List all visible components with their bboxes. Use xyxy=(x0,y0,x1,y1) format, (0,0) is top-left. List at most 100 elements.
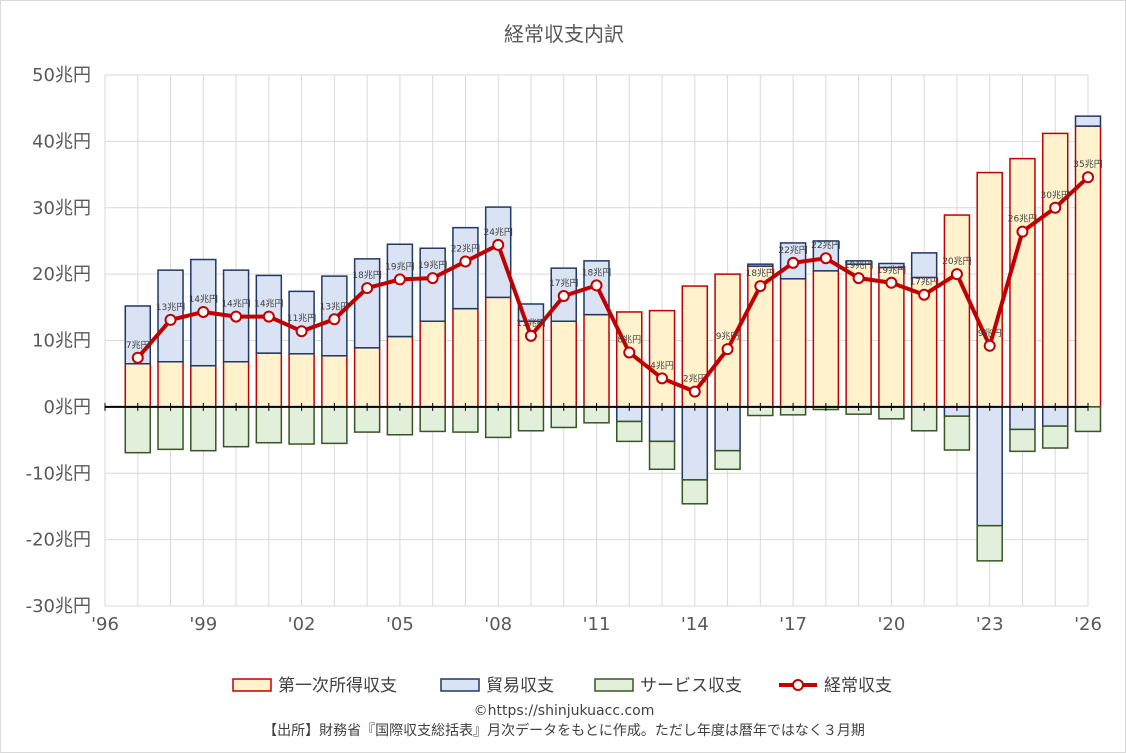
y-tick-label: 20兆円 xyxy=(32,264,91,285)
bar-segment xyxy=(419,320,446,408)
bar-segment xyxy=(714,406,741,452)
chart-title: 経常収支内訳 xyxy=(504,22,624,46)
data-label: 9兆円 xyxy=(716,331,740,342)
data-label: 8兆円 xyxy=(617,334,641,345)
data-label: 14兆円 xyxy=(254,299,283,310)
current-account-point xyxy=(656,372,669,385)
bar-segment xyxy=(976,524,1003,562)
data-label: 19兆円 xyxy=(418,260,447,271)
bar-segment xyxy=(288,290,315,355)
data-label: 26兆円 xyxy=(1008,214,1037,225)
current-account-point xyxy=(754,280,767,293)
bar-segment xyxy=(910,252,938,279)
bar-segment xyxy=(845,263,872,408)
bar-segment xyxy=(1041,132,1069,408)
bar-segment xyxy=(222,406,250,448)
bar-segment xyxy=(648,440,676,471)
bar-segment xyxy=(386,335,414,408)
bar-segment xyxy=(386,243,414,338)
current-account-point xyxy=(361,282,374,295)
bar-segment xyxy=(747,263,774,267)
legend-item: サービス収支 xyxy=(594,676,742,696)
x-tick-label: '11 xyxy=(583,614,611,635)
current-account-point xyxy=(885,276,898,289)
bar-segment xyxy=(190,364,217,408)
current-account-point xyxy=(983,339,996,352)
current-account-point xyxy=(623,346,636,359)
data-label: 11兆円 xyxy=(516,318,545,329)
current-account-point xyxy=(1082,171,1094,184)
bar-segment xyxy=(812,270,840,408)
data-label: 2兆円 xyxy=(683,374,707,385)
legend-marker xyxy=(792,679,804,691)
current-account-point xyxy=(197,305,210,318)
y-tick-label: 50兆円 xyxy=(32,65,91,86)
legend-swatch xyxy=(232,678,272,692)
bar-segment xyxy=(452,406,479,433)
x-tick-label: '26 xyxy=(1074,614,1102,635)
bars xyxy=(124,115,1102,562)
bar-segment xyxy=(812,240,840,272)
data-label: 11兆円 xyxy=(287,313,316,324)
bar-segment xyxy=(484,296,512,408)
bar-segment xyxy=(1009,428,1036,453)
current-account-point xyxy=(1049,201,1062,214)
current-account-point xyxy=(426,272,439,285)
current-account-point xyxy=(262,310,275,323)
current-account-line xyxy=(131,171,1094,398)
copyright-text: ©https://shinjukuacc.com xyxy=(474,703,655,719)
bar-segment xyxy=(452,307,479,408)
bar-segment xyxy=(321,275,348,357)
bar-segment xyxy=(648,406,676,443)
data-label: 7兆円 xyxy=(126,340,150,351)
bar-segment xyxy=(583,313,610,408)
bar-segment xyxy=(1041,425,1069,449)
bar-segment xyxy=(878,262,905,269)
data-label: 24兆円 xyxy=(483,227,512,238)
x-tick-label: '96 xyxy=(91,614,119,635)
bar-segment xyxy=(943,415,971,451)
bar-segment xyxy=(288,353,315,408)
current-account-point xyxy=(164,313,177,326)
current-account-point xyxy=(557,290,570,303)
bar-segment xyxy=(222,360,250,408)
bar-segment xyxy=(124,406,152,454)
bar-segment xyxy=(386,406,414,436)
bar-segment xyxy=(255,352,283,408)
bar-segment xyxy=(1074,406,1102,433)
legend-label: 第一次所得収支 xyxy=(278,676,397,696)
legend: 第一次所得収支 貿易収支 サービス収支 経常収支 xyxy=(232,676,892,696)
current-account-point xyxy=(230,310,243,323)
bar-segment xyxy=(681,479,709,505)
bar-segment xyxy=(976,171,1003,408)
bar-segment xyxy=(943,214,971,408)
x-tick-label: '20 xyxy=(877,614,905,635)
x-tick-label: '05 xyxy=(386,614,414,635)
data-label: 18兆円 xyxy=(352,270,381,281)
current-account-point xyxy=(590,279,603,292)
y-tick-label: -20兆円 xyxy=(26,530,91,551)
data-label: 35兆円 xyxy=(1073,159,1102,170)
legend-label: 経常収支 xyxy=(824,676,892,696)
bar-segment xyxy=(288,406,315,445)
current-account-point xyxy=(393,273,406,286)
data-label: 17兆円 xyxy=(909,277,938,288)
legend-item: 貿易収支 xyxy=(440,676,554,696)
current-account-point xyxy=(459,255,472,268)
x-tick-label: '23 xyxy=(976,614,1004,635)
bar-segment xyxy=(419,247,446,323)
data-label: 19兆円 xyxy=(385,261,414,272)
legend-label: サービス収支 xyxy=(640,676,742,696)
bar-segment xyxy=(353,258,381,349)
bar-segment xyxy=(648,309,676,408)
bar-segment xyxy=(255,406,283,444)
current-account-point xyxy=(492,238,505,251)
bar-segment xyxy=(550,320,577,408)
bar-segment xyxy=(779,278,807,408)
y-tick-label: 0兆円 xyxy=(44,397,91,418)
data-label: 14兆円 xyxy=(221,299,250,310)
data-label: 20兆円 xyxy=(942,256,971,267)
x-tick-label: '02 xyxy=(288,614,316,635)
bar-segment xyxy=(1074,115,1102,127)
